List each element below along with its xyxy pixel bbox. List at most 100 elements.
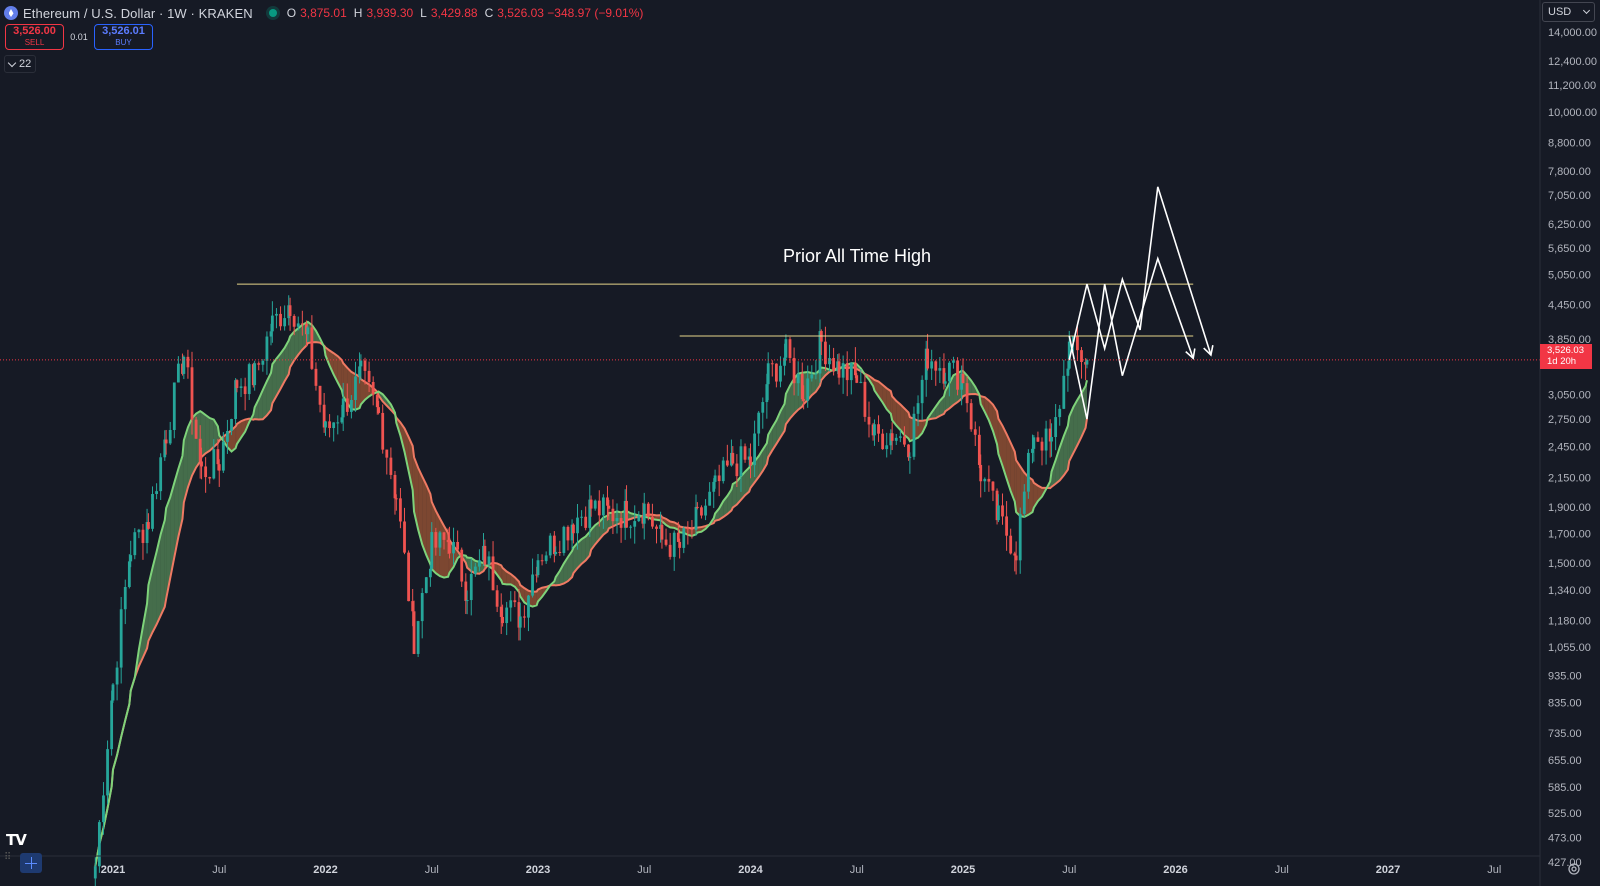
- drag-handle-icon[interactable]: ⠿: [4, 852, 12, 863]
- candle-body: [438, 532, 442, 548]
- candle-body: [548, 535, 552, 556]
- candle-body: [164, 439, 168, 444]
- candle-body: [212, 449, 216, 479]
- market-status-icon: [268, 9, 277, 17]
- candle-body: [832, 358, 835, 372]
- candle-body: [111, 684, 115, 701]
- candle-body: [938, 368, 942, 371]
- candle-body: [253, 363, 257, 386]
- ma-ribbon-fill: [284, 340, 289, 382]
- candle-body: [757, 412, 761, 434]
- candle-body: [1044, 428, 1048, 451]
- candle-body: [300, 323, 304, 325]
- y-tick-label: 11,200.00: [1548, 80, 1596, 92]
- candle-body: [411, 601, 415, 612]
- indicators-toggle-button[interactable]: 22: [4, 55, 37, 73]
- x-tick-label: Jul: [850, 864, 864, 876]
- candle-body: [1014, 555, 1018, 561]
- candle-body: [979, 464, 983, 482]
- crosshair-icon[interactable]: [20, 853, 42, 873]
- candle-body: [566, 526, 570, 541]
- candle-body: [501, 616, 504, 624]
- candle-body: [464, 581, 468, 601]
- candle-body: [739, 446, 743, 477]
- ma-ribbon-fill: [1051, 460, 1056, 487]
- candle-body: [416, 621, 420, 654]
- candle-body: [784, 339, 788, 358]
- y-tick-label: 935.00: [1548, 671, 1582, 683]
- candle-body: [1050, 437, 1053, 442]
- ma-ribbon-fill: [988, 400, 993, 431]
- candle-body: [916, 403, 920, 414]
- candle-body: [651, 516, 654, 527]
- ma-ribbon-fill: [1006, 434, 1011, 492]
- candle-body: [544, 555, 548, 562]
- x-tick-label: Jul: [1062, 864, 1076, 876]
- candle-body: [243, 386, 247, 395]
- open-label: O: [286, 6, 297, 20]
- y-tick-label: 735.00: [1548, 728, 1582, 740]
- candle-body: [430, 532, 434, 569]
- ma-ribbon-fill: [758, 449, 763, 478]
- projection-drawing: [1068, 186, 1214, 420]
- candle-body: [1036, 437, 1040, 442]
- ma-ribbon-fill: [414, 457, 419, 530]
- y-tick-label: 10,000.00: [1548, 107, 1597, 119]
- ma-ribbon-fill: [209, 418, 214, 451]
- ma-ribbon-fill: [337, 356, 342, 391]
- candle-body: [424, 577, 428, 593]
- ma-ribbon-fill: [904, 408, 909, 439]
- horizontal-levels: [236, 283, 1194, 337]
- candle-body: [1031, 448, 1034, 453]
- candle-body: [987, 478, 991, 482]
- price-axis-background: [1540, 0, 1600, 886]
- candle-body: [163, 439, 167, 458]
- candle-body: [226, 431, 229, 442]
- open-value: 3,875.01: [300, 6, 347, 20]
- sell-button[interactable]: 3,526.00 SELL: [5, 24, 64, 50]
- y-tick-label: 2,750.00: [1548, 414, 1591, 426]
- ma-ribbon-fill: [772, 420, 777, 451]
- candle-body: [991, 481, 995, 491]
- indicators-count: 22: [19, 58, 32, 70]
- candle-body: [708, 491, 712, 506]
- ma-ribbon-fill: [160, 520, 165, 616]
- ma-ribbon-fill: [343, 363, 348, 404]
- tradingview-logo[interactable]: TV: [6, 831, 27, 849]
- candle-body: [863, 381, 867, 417]
- candle-body: [779, 365, 782, 382]
- price-axis: 14,000.00 12,400.00 11,200.00 10,000.00 8,80…: [1548, 27, 1597, 869]
- candle-body: [345, 398, 349, 412]
- arrowhead-icon: [1185, 348, 1196, 360]
- ma-ribbon-fill: [821, 367, 826, 381]
- candle-body: [969, 403, 973, 430]
- candle-body: [731, 452, 735, 464]
- ma-ribbon-fill: [426, 484, 431, 565]
- ma-ribbon-fill: [298, 324, 303, 355]
- candle-body: [721, 460, 725, 482]
- candle-body: [597, 500, 601, 516]
- candle-body: [288, 305, 292, 316]
- currency-selector[interactable]: USD: [1542, 2, 1595, 22]
- ma-ribbon-fill: [719, 501, 724, 520]
- candle-body: [783, 357, 786, 366]
- ma-ribbon-fill: [599, 517, 604, 540]
- ma-ribbon-fill: [271, 364, 273, 411]
- candle-body: [133, 532, 137, 556]
- candle-body: [552, 535, 556, 555]
- candle-body: [247, 364, 251, 395]
- symbol-title[interactable]: Ethereum / U.S. Dollar · 1W · KRAKEN: [23, 5, 253, 21]
- candle-body: [646, 503, 650, 517]
- candle-body: [363, 360, 367, 371]
- candle-body: [452, 541, 455, 554]
- gear-icon[interactable]: [1566, 861, 1582, 877]
- buy-button[interactable]: 3,526.01 BUY: [94, 24, 153, 50]
- candle-body: [672, 532, 676, 557]
- y-tick-label: 525.00: [1548, 808, 1582, 820]
- x-tick-label: 2022: [313, 864, 337, 876]
- y-tick-label: 1,700.00: [1548, 528, 1591, 540]
- candle-body: [942, 368, 946, 384]
- low-value: 3,429.88: [430, 6, 478, 20]
- candle-body: [141, 529, 145, 543]
